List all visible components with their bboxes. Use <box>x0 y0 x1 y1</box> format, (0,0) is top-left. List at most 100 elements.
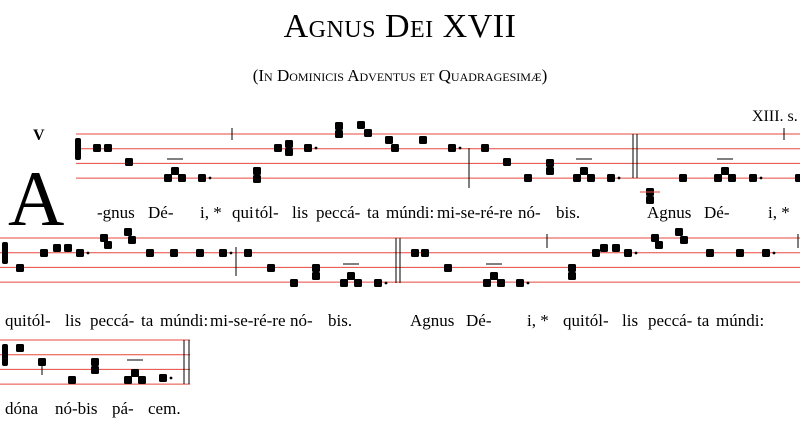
neume-note <box>516 279 524 287</box>
neume-note <box>124 376 132 384</box>
neume-note <box>164 174 172 182</box>
neume-note <box>385 136 393 144</box>
lyric-syllable: peccá- <box>90 311 135 330</box>
neume-note <box>546 167 554 175</box>
chant-subtitle: (In Dominicis Adventus et Quadragesimæ) <box>252 66 548 85</box>
neume-note <box>159 374 167 382</box>
lyric-syllable: ta <box>697 311 710 330</box>
neume-note <box>335 122 343 130</box>
mora-dot <box>86 251 90 255</box>
neume-note <box>124 228 132 236</box>
mora-dot <box>526 281 530 285</box>
chant-title: Agnus Dei XVII <box>283 8 517 45</box>
lyric-syllable: mi-se-ré-re <box>437 203 513 222</box>
neume-note <box>285 148 293 156</box>
neume-note <box>38 358 46 366</box>
lyric-syllable: tól- <box>27 311 51 330</box>
neume-note <box>335 130 343 138</box>
neume-note <box>655 241 663 249</box>
neume-note <box>600 244 608 252</box>
lyric-syllable: pá- <box>112 399 134 418</box>
neume-note <box>503 158 511 166</box>
lyric-syllable: lis <box>292 203 309 222</box>
lyric-syllable: Agnus <box>410 311 455 330</box>
neume-note <box>340 279 348 287</box>
neume-note <box>607 174 615 182</box>
neume-note <box>93 144 101 152</box>
neume-note <box>68 376 76 384</box>
lyric-syllable: nó-bis <box>55 399 98 418</box>
neume-note <box>421 249 429 257</box>
lyric-syllable: -gnus <box>97 203 135 222</box>
mora-dot <box>314 146 318 150</box>
lyric-syllable: qui <box>232 203 254 222</box>
neume-note <box>244 249 252 257</box>
neume-note <box>285 140 293 148</box>
neume-note <box>253 175 261 183</box>
lyric-syllable: qui <box>5 311 27 330</box>
neume-note <box>125 158 133 166</box>
neume-note <box>219 249 227 257</box>
lyric-syllable: Dé- <box>704 203 730 222</box>
neume-note <box>146 249 154 257</box>
do-clef-icon <box>75 138 81 160</box>
neume-note <box>573 174 581 182</box>
neume-note <box>444 264 452 272</box>
drop-cap-initial: A <box>8 155 65 242</box>
neume-note <box>546 159 554 167</box>
mora-dot <box>458 146 462 150</box>
neume-note <box>304 144 312 152</box>
neume-note <box>651 234 659 242</box>
lyric-syllable: lis <box>65 311 82 330</box>
mora-dot <box>634 251 638 255</box>
mora-dot <box>759 176 763 180</box>
lyric-syllable: i, * <box>768 203 790 222</box>
neume-note <box>374 279 382 287</box>
lyric-syllable: Dé- <box>148 203 174 222</box>
lyric-syllable: cem. <box>148 399 181 418</box>
lyric-syllable: múndi: <box>716 311 765 330</box>
lyric-syllable: peccá- <box>648 311 693 330</box>
neume-note <box>347 272 355 280</box>
neume-note <box>170 249 178 257</box>
lyric-syllable: qui <box>563 311 585 330</box>
lyric-syllable: Agnus <box>647 203 692 222</box>
neume-note <box>646 196 654 204</box>
lyric-syllable: peccá- <box>316 203 361 222</box>
neume-note <box>364 129 372 137</box>
neume-note <box>128 236 136 244</box>
neume-note <box>178 174 186 182</box>
neume-note <box>53 244 61 252</box>
neume-note <box>587 174 595 182</box>
neume-note <box>592 249 600 257</box>
neume-note <box>312 264 320 272</box>
neume-note <box>91 366 99 374</box>
neume-note <box>16 264 24 272</box>
lyric-syllable: ta <box>141 311 154 330</box>
neume-note <box>483 279 491 287</box>
lyric-syllable: múndi: <box>386 203 435 222</box>
neume-note <box>795 174 800 182</box>
neume-note <box>274 144 282 152</box>
neume-note <box>267 264 275 272</box>
neume-note <box>198 174 206 182</box>
neume-note <box>131 369 139 377</box>
lyric-syllable: Dé- <box>466 311 492 330</box>
lyric-syllable: i, * <box>200 203 222 222</box>
neume-note <box>253 167 261 175</box>
neume-note <box>580 167 588 175</box>
neume-note <box>138 376 146 384</box>
mora-dot <box>384 281 388 285</box>
neume-note <box>680 236 688 244</box>
lyric-syllable: ta <box>367 203 380 222</box>
lyric-syllable: nó- <box>518 203 541 222</box>
neume-note <box>624 249 632 257</box>
mora-dot <box>229 251 233 255</box>
neume-note <box>104 144 112 152</box>
mora-dot <box>208 176 212 180</box>
neume-note <box>568 264 576 272</box>
neume-note <box>196 249 204 257</box>
lyric-syllable: tól- <box>255 203 279 222</box>
neume-note <box>481 144 489 152</box>
